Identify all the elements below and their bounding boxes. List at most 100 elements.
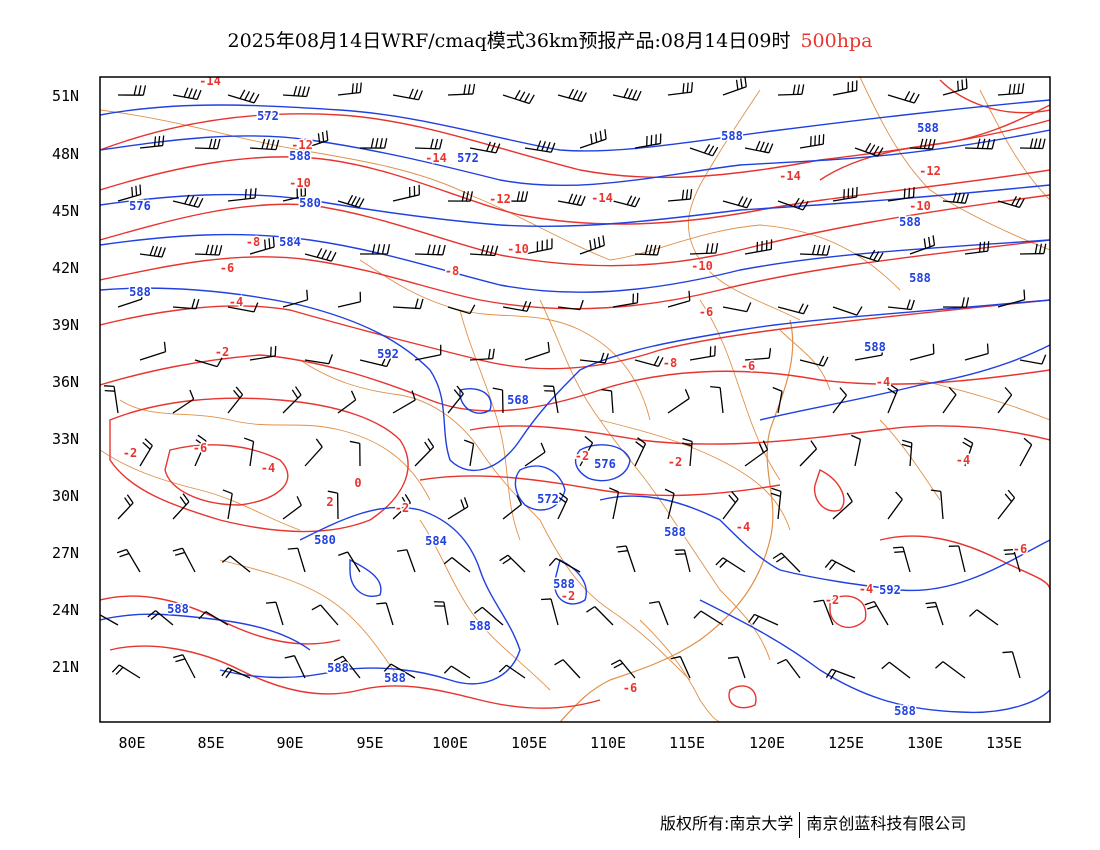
wind-barb [554,659,581,679]
wind-barb [227,302,259,313]
wind-barb [948,545,966,573]
wind-barb [557,492,569,520]
wind-barb [338,551,361,573]
wind-barb [1003,548,1021,573]
temperature-contour-label: -14 [425,151,447,165]
org-nju: 南京大学 [729,814,794,833]
wind-barb [997,289,1026,308]
wind-barb [825,668,856,680]
height-contour-label: 584 [425,534,447,548]
wind-barb [964,241,990,255]
lat-label: 36N [52,373,79,391]
wind-barb [674,549,691,573]
wind-barb [117,289,143,308]
wind-barb [997,489,1016,520]
temperature-contour-label: -14 [591,191,613,205]
lat-label: 21N [52,658,79,676]
wind-barb [222,489,233,520]
wind-barb [557,193,586,207]
wind-barb [172,194,204,208]
wind-barb [282,496,302,520]
height-contour-label: 588 [864,340,886,354]
wind-barb [221,667,251,679]
wind-barb [634,355,664,367]
wind-barb [117,85,147,96]
wind-barb [935,661,966,679]
wind-barb [249,346,277,361]
wind-barb [1019,243,1047,255]
wind-barb [813,599,834,626]
temperature-contour-label: -6 [193,441,207,455]
wind-barb [610,659,636,679]
org-company: 南京创蓝科技有限公司 [806,814,967,833]
copyright-label: 版权所有: [660,814,730,833]
wind-barb [543,385,559,414]
lon-label: 95E [356,734,383,752]
temperature-contour-label: -6 [623,681,637,695]
wind-barb [139,245,166,258]
wind-barb [265,601,284,626]
wind-barb [667,189,693,202]
wind-barb [414,138,443,150]
wind-barb [282,85,310,98]
wind-barb [499,554,526,573]
temperature-contour-label: -10 [691,259,713,273]
wind-barb [586,606,614,626]
wind-barb [930,489,944,520]
copyright-footer: 版权所有:南京大学 南京创蓝科技有限公司 [660,810,1060,838]
wind-barb [304,354,333,365]
wind-barb [579,352,609,364]
wind-barb [579,235,605,255]
temperature-contour-label: -4 [956,453,970,467]
wind-barb [392,184,420,202]
wind-barb [337,291,362,308]
wind-barb [502,495,523,520]
wind-barb [854,345,884,361]
wind-barb [557,299,584,311]
height-contours [100,99,1050,714]
wind-barb [447,304,476,315]
temperature-contour-label: -12 [489,192,511,206]
wind-barb [722,77,747,96]
wind-barb [832,306,863,316]
wind-barb [557,88,587,103]
temperature-contour-label: -8 [445,264,459,278]
wind-barb [443,557,471,573]
wind-barb [194,244,223,256]
height-contour-label: 580 [314,533,336,547]
wind-barb [524,238,553,255]
wind-barb [139,341,167,361]
wind-barb [744,140,774,154]
wind-barb [198,611,229,626]
wind-barb [227,89,260,104]
height-contour-label: 580 [299,196,321,210]
wind-barb [282,289,309,308]
wind-barb [799,244,831,256]
lat-label: 51N [52,87,79,105]
wind-barb [100,614,119,626]
wind-barb [854,249,884,263]
temperature-contour-label: -6 [1013,542,1027,556]
wind-barb [502,191,529,202]
wind-barb [799,355,829,367]
wind-barb [887,491,903,520]
wind-barb [616,545,636,573]
wind-barbs [100,77,1047,680]
wind-barb [311,604,339,626]
wind-barb [333,655,361,679]
wind-barb [1019,437,1033,467]
temperature-contour-label: -2 [825,593,839,607]
height-contour-label: 572 [537,492,559,506]
wind-barb [139,438,153,467]
wind-barb [221,555,251,573]
height-contour-label: 588 [664,525,686,539]
temperature-contour-label: -12 [919,164,941,178]
wind-barb [748,613,779,626]
wind-barb [942,78,968,96]
wind-barb [194,138,221,150]
wind-barb [609,487,620,520]
temperature-contour-label: -10 [507,242,529,256]
lat-label: 30N [52,487,79,505]
wind-barb [282,386,302,414]
